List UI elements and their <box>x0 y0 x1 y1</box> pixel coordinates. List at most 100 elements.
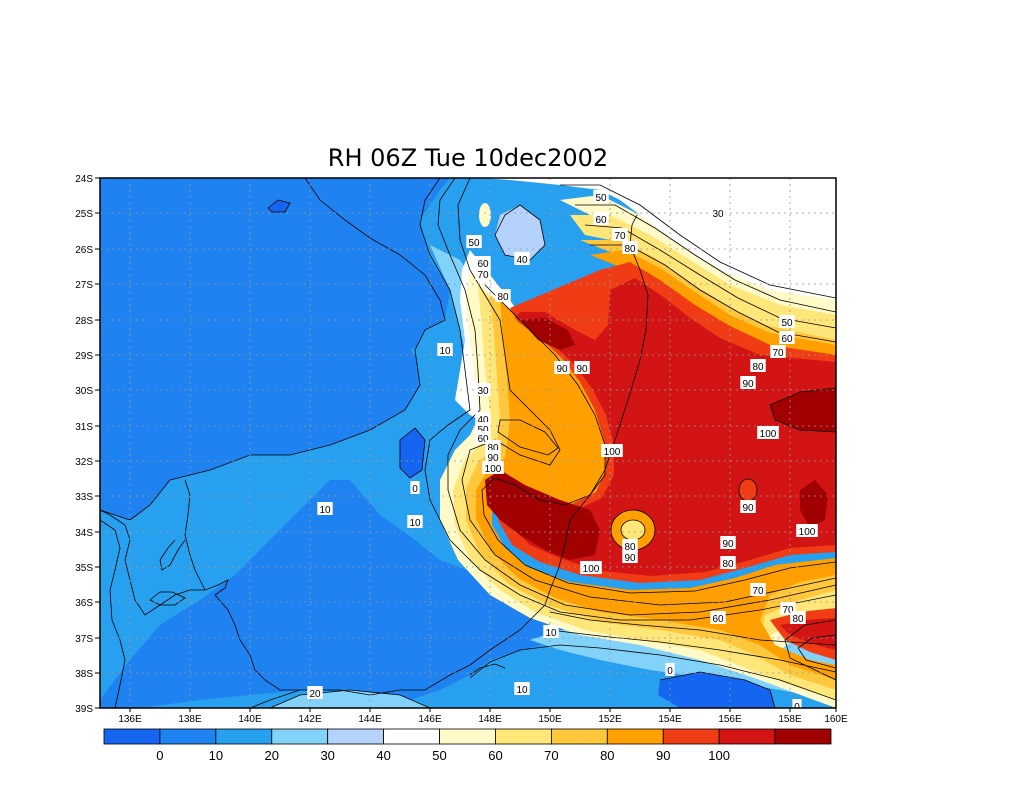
contour-label-text: 90 <box>576 364 588 375</box>
contour-line <box>419 178 836 621</box>
contour-label-text: 50 <box>468 238 480 249</box>
colorbar-label: 40 <box>376 748 390 763</box>
contour-label-text: 60 <box>595 215 607 226</box>
lat-lon-grid <box>100 178 836 708</box>
fill-islet-cream <box>479 203 491 227</box>
lat-label: 31S <box>75 422 93 433</box>
lon-label: 138E <box>178 714 202 725</box>
contour-label-text: 30 <box>712 209 724 220</box>
lon-label: 158E <box>778 714 802 725</box>
coastline-gulf-st-vincent <box>184 479 206 591</box>
lat-label: 34S <box>75 528 93 539</box>
contour-label-bg <box>779 331 795 344</box>
contour-label-bg <box>543 625 559 638</box>
contour-label-bg <box>792 699 802 708</box>
fill-islet-east <box>410 345 428 360</box>
fill-band-max-east <box>770 388 836 432</box>
lon-label: 136E <box>118 714 142 725</box>
contour-label: 60 <box>475 256 491 270</box>
contour-label-bg <box>554 361 570 374</box>
contour-label-bg <box>757 426 779 439</box>
lat-label: 24S <box>75 174 93 185</box>
contour-label: 70 <box>750 583 766 597</box>
contour-label-bg <box>665 663 675 676</box>
contour-label: 90 <box>740 376 756 390</box>
contour-label-text: 100 <box>485 464 502 475</box>
contour-label: 0 <box>792 699 802 708</box>
colorbar-label: 90 <box>656 748 670 763</box>
fill-hole-90 <box>739 479 757 501</box>
contour-label-bg <box>482 461 504 474</box>
contour-line <box>399 427 426 479</box>
contour-line <box>494 204 546 261</box>
contour-label-text: 70 <box>752 586 764 597</box>
contour-label: 10 <box>514 682 530 696</box>
contour-label: 0 <box>665 663 675 677</box>
contour-label-bg <box>779 315 795 328</box>
contour-line <box>575 204 836 313</box>
contour-line <box>549 611 836 646</box>
lat-label: 36S <box>75 598 93 609</box>
contour-line <box>481 284 836 594</box>
contour-label-bg <box>601 444 623 457</box>
contour-line <box>769 387 836 433</box>
colorbar-label: 20 <box>265 748 279 763</box>
contour-label-bg <box>710 206 726 219</box>
lon-label: 142E <box>298 714 322 725</box>
contour-label: 90 <box>720 536 736 550</box>
contour-label-text: 80 <box>624 244 636 255</box>
lon-label: 150E <box>538 714 562 725</box>
lat-label: 28S <box>75 316 93 327</box>
colorbar-label: 30 <box>320 748 334 763</box>
coastline-kangaroo-island <box>149 591 186 606</box>
contour-label: 90 <box>740 500 756 514</box>
contour-label: 50 <box>779 315 795 329</box>
lon-axis-labels: 136E 138E 140E 142E 144E 146E 148E 150E … <box>118 714 848 725</box>
lat-label: 32S <box>75 457 93 468</box>
contour-label: 80 <box>622 539 638 553</box>
contour-label-text: 0 <box>667 666 673 677</box>
contour-label-bg <box>514 682 530 695</box>
contour-label-text: 80 <box>752 362 764 373</box>
lon-label: 140E <box>238 714 262 725</box>
contour-line <box>659 671 776 708</box>
contour-label-text: 10 <box>516 685 528 696</box>
map-frame <box>99 177 837 709</box>
contour-label-bg <box>475 383 491 396</box>
contour-label-text: 60 <box>477 259 489 270</box>
contour-label-text: 80 <box>487 443 499 454</box>
fill-band-max-north <box>520 318 575 350</box>
lat-label: 33S <box>75 492 93 503</box>
contour-label-text: 80 <box>792 614 804 625</box>
contour-label-text: 90 <box>487 453 499 464</box>
contour-label-text: 10 <box>439 346 451 357</box>
contour-label: 80 <box>720 556 736 570</box>
contour-label-text: 10 <box>409 518 421 529</box>
contour-line <box>437 178 836 616</box>
contour-label-bg <box>720 536 736 549</box>
contour-label-text: 10 <box>319 505 331 516</box>
contour-label-text: 20 <box>309 689 321 700</box>
contour-label-bg <box>790 611 806 624</box>
contour-line <box>497 419 559 456</box>
colorbar-label: 50 <box>432 748 446 763</box>
lon-label: 148E <box>478 714 502 725</box>
contour-label-text: 30 <box>477 386 489 397</box>
colorbar-swatch <box>550 728 608 745</box>
contour-label-text: 60 <box>712 614 724 625</box>
contour-label-bg <box>307 686 323 699</box>
contour-label-text: 40 <box>477 415 489 426</box>
contour-label-bg <box>485 450 501 463</box>
fill-islet-north <box>268 200 290 212</box>
lat-axis-labels: 24S 25S 26S 27S 28S 29S 30S 31S 32S 33S … <box>75 174 93 715</box>
colorbar-swatch <box>215 728 273 745</box>
contour-label: 10 <box>543 625 559 639</box>
lat-label: 37S <box>75 634 93 645</box>
contour-label-bg <box>475 256 491 269</box>
contour-label-bg <box>466 235 482 248</box>
contour-label-bg <box>612 228 628 241</box>
lon-label: 160E <box>824 714 848 725</box>
contour-label-text: 10 <box>545 628 557 639</box>
contour-label-text: 100 <box>583 564 600 575</box>
colorbar-swatch <box>774 728 832 745</box>
